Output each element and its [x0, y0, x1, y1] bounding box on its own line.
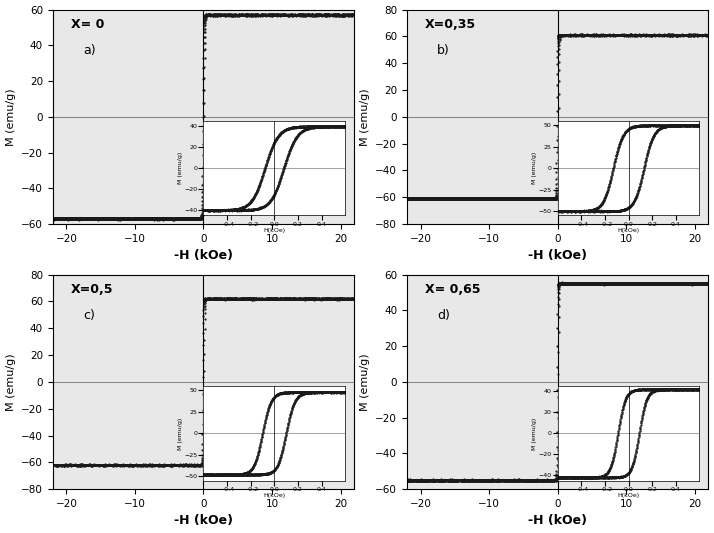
Text: c): c): [83, 309, 95, 322]
Text: X= 0: X= 0: [71, 18, 104, 31]
Text: b): b): [437, 44, 450, 57]
Text: X=0,35: X=0,35: [425, 18, 476, 31]
Text: a): a): [83, 44, 96, 57]
X-axis label: -H (kOe): -H (kOe): [174, 249, 233, 262]
Y-axis label: M (emu/g): M (emu/g): [6, 353, 16, 411]
X-axis label: -H (kOe): -H (kOe): [174, 514, 233, 528]
X-axis label: -H (kOe): -H (kOe): [528, 514, 587, 528]
Text: X=0,5: X=0,5: [71, 283, 114, 296]
Text: X= 0,65: X= 0,65: [425, 283, 481, 296]
Y-axis label: M (emu/g): M (emu/g): [360, 88, 370, 146]
Y-axis label: M (emu/g): M (emu/g): [6, 88, 16, 146]
Text: d): d): [437, 309, 450, 322]
X-axis label: -H (kOe): -H (kOe): [528, 249, 587, 262]
Y-axis label: M (emu/g): M (emu/g): [360, 353, 370, 411]
